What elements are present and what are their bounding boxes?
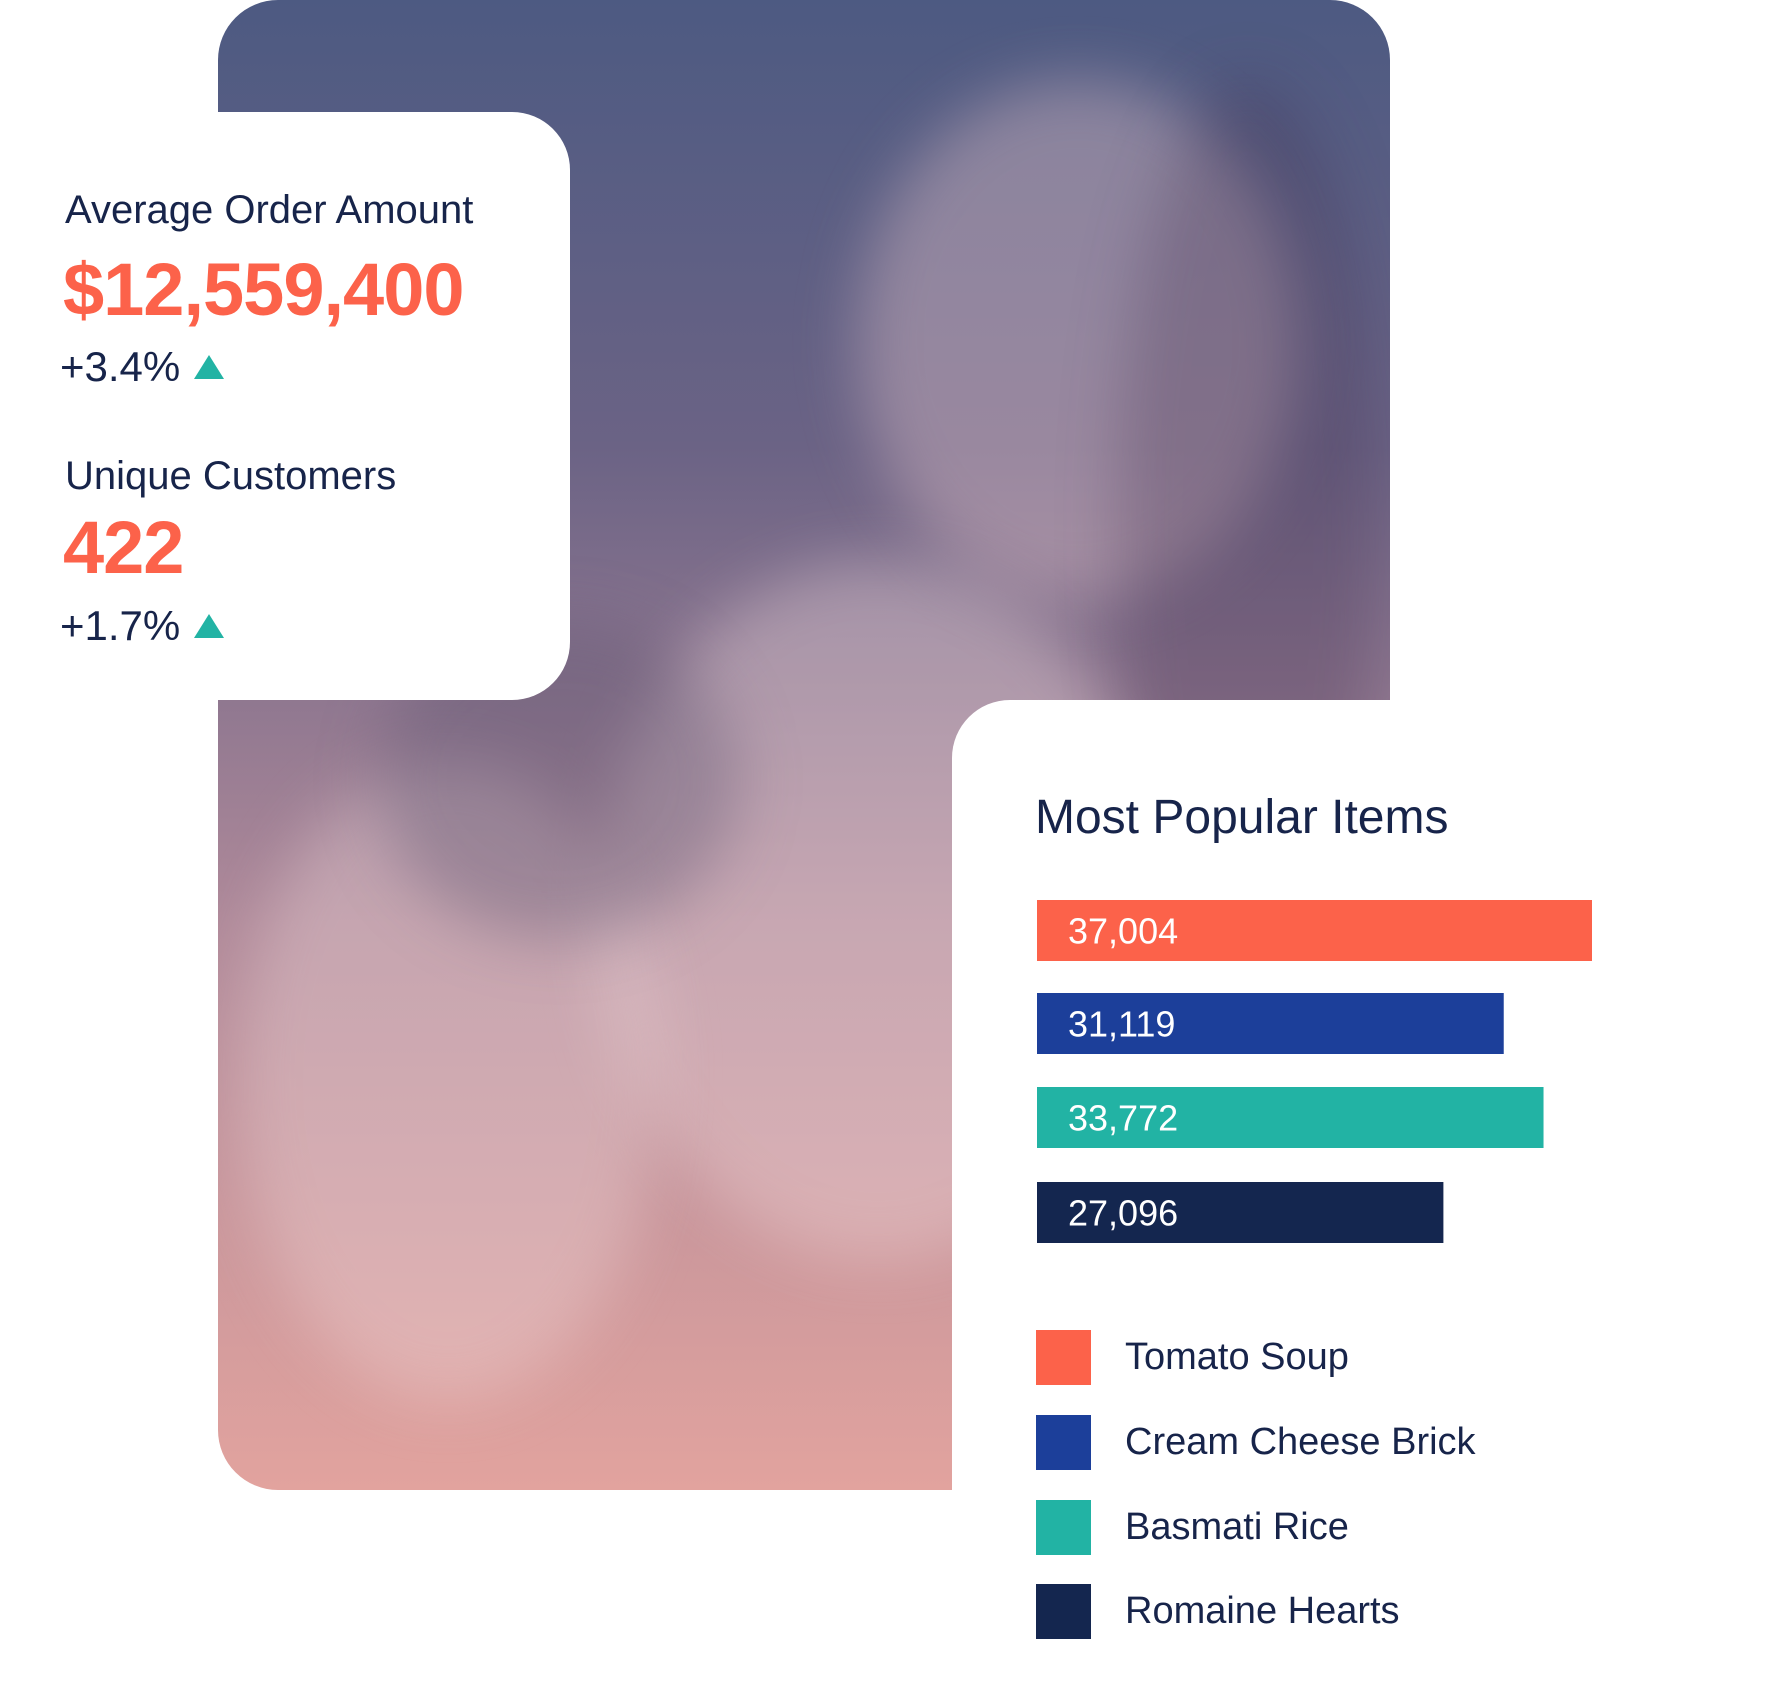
legend-swatch — [1036, 1583, 1091, 1639]
legend-label: Cream Cheese Brick — [1125, 1420, 1476, 1463]
photo-highlight — [858, 80, 1298, 600]
legend-label: Tomato Soup — [1125, 1335, 1349, 1378]
average-order-change-text: +3.4% — [60, 343, 181, 390]
unique-customers-change-text: +1.7% — [60, 602, 181, 649]
trend-up-icon — [194, 614, 225, 638]
legend-swatch — [1036, 1414, 1091, 1470]
legend-swatch — [1036, 1329, 1091, 1385]
average-order-value: $12,559,400 — [63, 248, 465, 331]
legend-label: Basmati Rice — [1125, 1505, 1349, 1548]
average-order-label: Average Order Amount — [65, 188, 474, 232]
legend-item: Tomato Soup — [1036, 1329, 1349, 1385]
unique-customers-value: 422 — [63, 506, 184, 589]
unique-customers-label: Unique Customers — [65, 454, 397, 498]
legend-item: Romaine Hearts — [1036, 1583, 1400, 1639]
trend-up-icon — [194, 355, 225, 379]
unique-customers-change: +1.7% — [60, 602, 225, 650]
legend-label: Romaine Hearts — [1125, 1589, 1400, 1632]
average-order-change: +3.4% — [60, 343, 225, 391]
legend-swatch — [1036, 1499, 1091, 1555]
photo-highlight — [238, 760, 658, 1400]
chart-title: Most Popular Items — [1035, 791, 1449, 844]
legend-item: Cream Cheese Brick — [1036, 1414, 1476, 1470]
legend-item: Basmati Rice — [1036, 1499, 1349, 1555]
kpi-card — [0, 112, 570, 700]
